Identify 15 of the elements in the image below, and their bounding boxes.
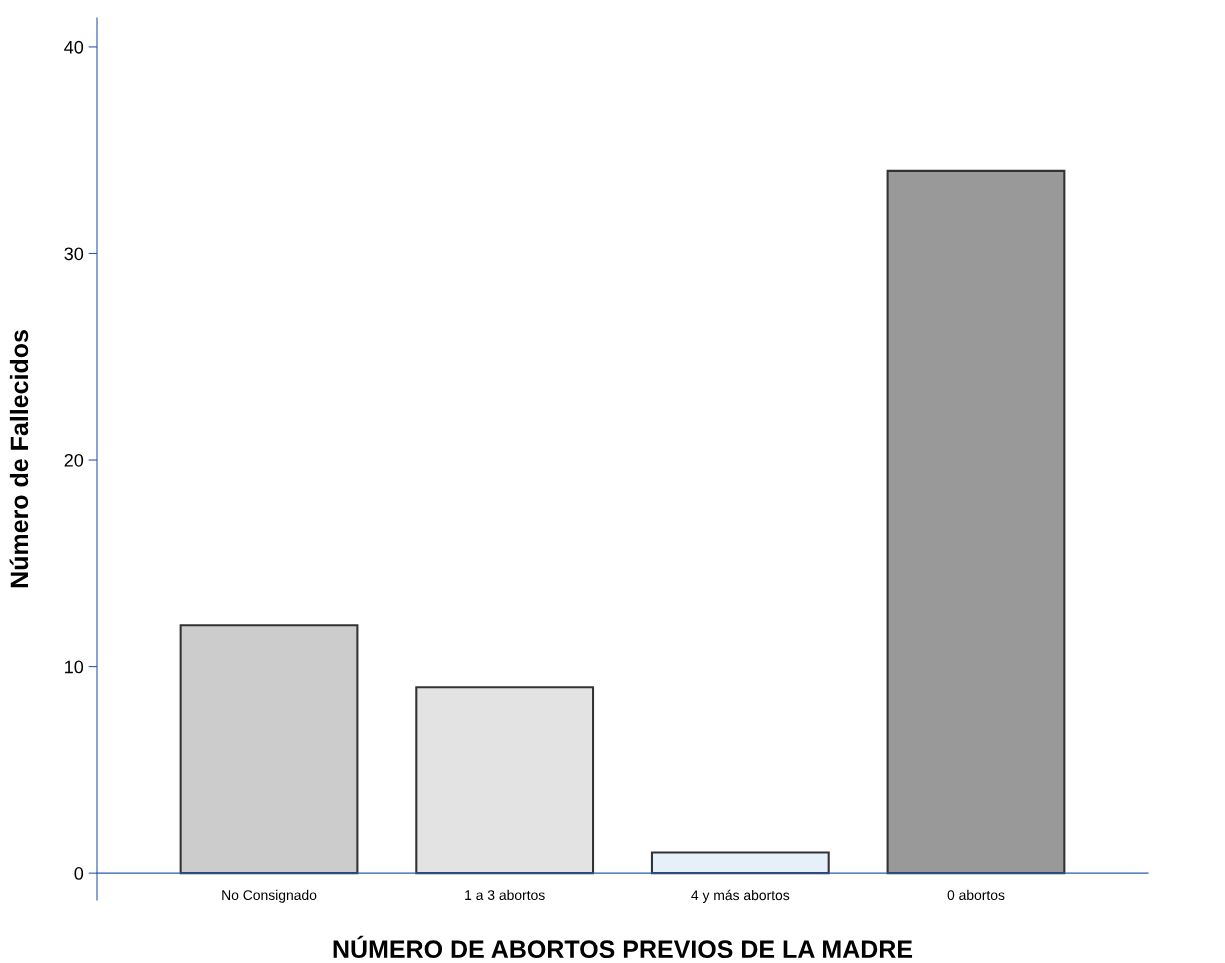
y-tick-label: 40 (64, 40, 84, 54)
x-tick-label: 4 y más abortos (691, 889, 790, 903)
y-tick-label: 30 (64, 247, 84, 261)
bar (415, 686, 595, 875)
bar (650, 851, 830, 875)
y-tick-label: 20 (64, 453, 84, 467)
y-tick-label: 10 (65, 660, 84, 674)
bar (886, 169, 1066, 875)
x-axis-title: NÚMERO DE ABORTOS PREVIOS DE LA MADRE (333, 935, 913, 959)
x-tick-label: 0 abortos (947, 889, 1005, 901)
y-axis-title: Número de Fallecidos (9, 330, 29, 588)
x-tick-label: No Consignado (222, 889, 317, 903)
y-tick-label: 0 (74, 867, 84, 880)
x-tick-label: 1 a 3 abortos (465, 889, 545, 901)
bar (179, 624, 359, 875)
